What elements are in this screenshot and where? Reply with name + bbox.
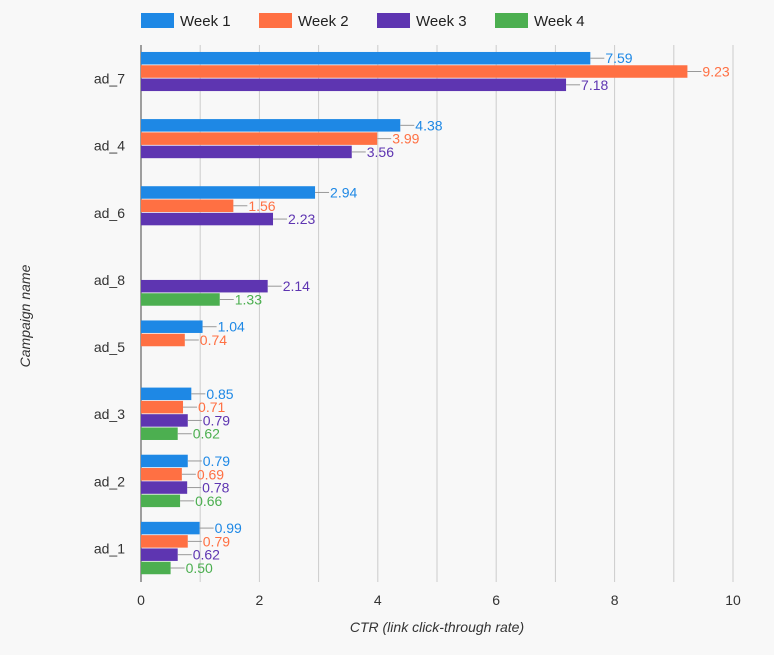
data-label: 3.99	[392, 131, 419, 147]
y-tick-label: ad_8	[94, 272, 125, 288]
bar	[141, 293, 220, 306]
bar	[141, 521, 200, 535]
chart-bars: 7.59 9.23 7.18 4.383.993.56 2.94 1.56 2.23 2.14…	[141, 50, 730, 576]
bar	[141, 186, 316, 199]
x-tick-label: 8	[611, 592, 619, 608]
y-tick-label: ad_6	[94, 205, 125, 221]
y-tick-label: ad_4	[94, 138, 125, 154]
bar	[141, 212, 274, 226]
data-label: 2.14	[283, 278, 310, 294]
data-label: 3.56	[367, 144, 394, 160]
data-label: 4.38	[415, 117, 442, 133]
y-tick-label: ad_7	[94, 71, 125, 87]
data-label: 0.74	[200, 332, 227, 348]
data-label: 0.79	[203, 453, 230, 469]
legend-label: Week 4	[534, 13, 585, 30]
bar	[141, 333, 185, 347]
data-label: 0.79	[203, 533, 230, 549]
legend-swatch	[495, 13, 528, 28]
bar	[141, 535, 188, 548]
data-label: 0.78	[202, 480, 229, 496]
x-tick-label: 6	[492, 592, 500, 608]
chart-axes: 0 2 4 6 8 10 ad_7 ad_4 ad_6 ad_8 ad_5 ad_3 ad_2 ad_1	[94, 71, 741, 608]
bar	[141, 78, 567, 92]
legend-label: Week 2	[298, 13, 349, 30]
bar	[141, 414, 188, 427]
x-tick-label: 2	[256, 592, 264, 608]
bar	[141, 561, 171, 575]
data-label: 2.23	[288, 211, 315, 227]
x-tick-label: 0	[137, 592, 145, 608]
y-tick-label: ad_5	[94, 339, 125, 355]
y-tick-label: ad_2	[94, 473, 125, 489]
bar	[141, 481, 188, 494]
x-tick-label: 4	[374, 592, 382, 608]
y-axis-label: Campaign name	[17, 264, 33, 367]
bar	[141, 320, 203, 333]
data-label: 1.04	[218, 319, 245, 335]
data-label: 0.69	[197, 466, 224, 482]
legend-swatch	[141, 13, 174, 28]
legend-swatch	[259, 13, 292, 28]
data-label: 0.71	[198, 399, 225, 415]
bar	[141, 145, 352, 159]
data-label: 0.79	[203, 412, 230, 428]
bar	[141, 132, 378, 145]
data-label: 0.66	[195, 493, 222, 509]
data-label: 7.18	[581, 77, 608, 93]
data-label: 1.33	[235, 291, 262, 307]
data-label: 2.94	[330, 184, 357, 200]
data-label: 0.62	[193, 547, 220, 563]
data-label: 9.23	[702, 64, 729, 80]
legend-label: Week 1	[180, 13, 231, 30]
bar	[141, 548, 178, 561]
bar	[141, 468, 182, 481]
bar	[141, 400, 184, 414]
data-label: 1.56	[248, 198, 275, 214]
y-tick-label: ad_1	[94, 540, 125, 556]
bar	[141, 494, 181, 508]
bar	[141, 119, 401, 132]
legend-swatch	[377, 13, 410, 28]
bar	[141, 65, 688, 78]
bar	[141, 454, 188, 468]
bar	[141, 279, 268, 293]
x-axis-label: CTR (link click-through rate)	[350, 619, 524, 635]
bar	[141, 387, 192, 401]
chart-legend: Week 1 Week 2 Week 3 Week 4	[141, 13, 585, 30]
legend-label: Week 3	[416, 13, 467, 30]
bar	[141, 51, 591, 65]
bar	[141, 427, 178, 440]
data-label: 0.62	[193, 426, 220, 442]
data-label: 0.99	[215, 520, 242, 536]
x-tick-label: 10	[725, 592, 741, 608]
y-tick-label: ad_3	[94, 406, 125, 422]
data-label: 0.85	[206, 386, 233, 402]
data-label: 0.50	[186, 560, 213, 576]
data-label: 7.59	[605, 50, 632, 66]
bar	[141, 199, 234, 213]
